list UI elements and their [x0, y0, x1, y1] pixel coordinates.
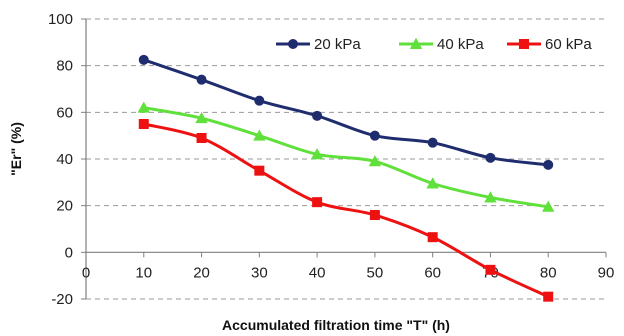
data-point [484, 191, 497, 203]
series-1 [138, 54, 554, 170]
legend-item: 20 kPa [276, 36, 361, 53]
y-tick-labels: -20 0 20 40 60 80 100 [48, 11, 73, 308]
legend-item: 40 kPa [399, 36, 484, 53]
legend-label: 60 kPa [545, 36, 592, 53]
y-tick-label: 60 [56, 104, 73, 121]
x-tick-label: 50 [367, 264, 384, 281]
grid-lines [86, 18, 606, 207]
data-point [426, 177, 439, 189]
x-tick-label: 20 [193, 264, 210, 281]
data-point [254, 95, 265, 106]
data-point [196, 133, 207, 143]
legend-label: 40 kPa [437, 36, 484, 53]
x-tick-label: 30 [251, 264, 268, 281]
data-point [138, 119, 149, 129]
data-point [543, 159, 554, 170]
legend-marker [409, 37, 423, 49]
data-point [312, 110, 323, 121]
y-tick-label: 100 [48, 11, 73, 28]
data-point [485, 152, 496, 163]
data-point [253, 129, 266, 141]
data-point [542, 200, 555, 212]
x-tick-label: 40 [309, 264, 326, 281]
x-tick-labels: 0102030405060708090 [82, 264, 615, 281]
y-tick-label: 20 [56, 198, 73, 215]
y-axis-title: "Er" (%) [8, 122, 24, 176]
legend: 20 kPa 40 kPa 60 kPa [276, 36, 592, 53]
legend-item: 60 kPa [507, 36, 592, 53]
legend-marker [288, 39, 298, 49]
axes [81, 18, 607, 300]
legend-marker [519, 39, 529, 49]
x-tick-label: 0 [82, 264, 90, 281]
data-point [196, 74, 207, 85]
series-line [143, 106, 549, 209]
data-point [195, 111, 208, 124]
data-point [485, 264, 496, 275]
x-axis-title: Accumulated filtration time "T" (h) [222, 317, 450, 333]
series-3 [138, 119, 554, 302]
series-2 [137, 101, 555, 212]
x-tick-label: 80 [540, 264, 557, 281]
series-layer [137, 54, 555, 302]
data-point [543, 291, 554, 302]
data-point [138, 54, 149, 65]
y-tick-label: 0 [65, 244, 73, 261]
data-point [369, 210, 380, 220]
data-point [137, 101, 150, 113]
x-tick-label: 10 [135, 264, 152, 281]
data-point [254, 165, 265, 176]
data-point [312, 197, 323, 208]
data-point [427, 137, 438, 148]
x-tick-label: 90 [598, 264, 615, 281]
legend-label: 20 kPa [314, 36, 361, 53]
y-tick-label: 40 [56, 151, 73, 168]
y-tick-label: 80 [56, 58, 73, 75]
data-point [427, 232, 438, 243]
series-line [143, 122, 549, 299]
data-point [369, 130, 380, 141]
data-point [368, 155, 382, 167]
x-tick-label: 60 [424, 264, 441, 281]
y-tick-label: -20 [51, 291, 73, 308]
data-point [310, 148, 324, 160]
